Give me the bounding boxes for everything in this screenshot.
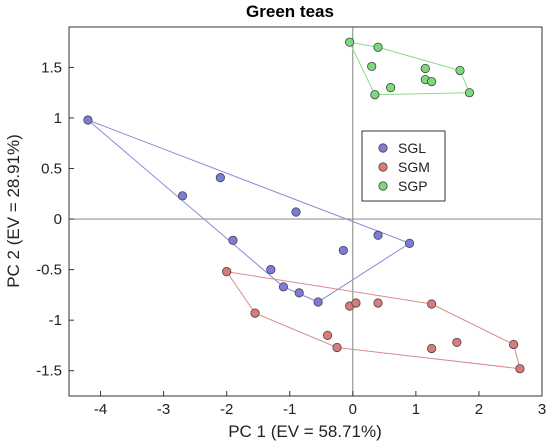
legend-box xyxy=(361,130,446,202)
legend-marker-sgp xyxy=(378,181,388,191)
point-sgm xyxy=(509,339,519,350)
x-tick-label: 2 xyxy=(475,401,483,418)
point-sgl xyxy=(228,235,238,245)
point-sgp xyxy=(420,63,430,74)
point-sgl xyxy=(215,173,225,183)
point-sgp xyxy=(386,83,396,93)
point-sgm xyxy=(250,308,260,318)
legend: SGL SGM SGP xyxy=(361,130,446,202)
point-sgm xyxy=(452,337,462,348)
point-sgp xyxy=(345,37,355,47)
point-sgm xyxy=(427,343,437,354)
x-axis-ticks: -4 -3 -2 -1 0 1 2 3 xyxy=(94,391,546,418)
point-sgl xyxy=(278,282,289,292)
y-tick-label: -1 xyxy=(49,312,62,329)
legend-label-sgp: SGP xyxy=(398,178,428,194)
y-tick-label: -1.5 xyxy=(36,363,62,380)
x-tick-label: -2 xyxy=(220,401,233,418)
legend-label-sgm: SGM xyxy=(398,159,430,175)
point-sgl xyxy=(373,230,383,240)
hull-sgp xyxy=(348,41,471,96)
point-sgp xyxy=(370,90,380,100)
point-sgm xyxy=(427,299,437,309)
data-points xyxy=(83,37,525,374)
point-sgl xyxy=(177,191,188,201)
legend-marker-sgl xyxy=(378,143,388,153)
point-sgm xyxy=(332,342,342,353)
point-sgl xyxy=(338,245,348,256)
point-sgp xyxy=(455,65,465,76)
point-sgp xyxy=(367,61,377,72)
y-tick-label: 0 xyxy=(54,211,62,228)
x-tick-label: 3 xyxy=(538,401,546,418)
y-tick-label: 1.5 xyxy=(41,59,62,76)
x-tick-label: 1 xyxy=(412,401,420,418)
x-tick-label: -1 xyxy=(283,401,296,418)
y-axis-label: PC 2 (EV = 28.91%) xyxy=(4,134,23,288)
point-sgl xyxy=(266,265,276,275)
y-tick-label: -0.5 xyxy=(36,262,62,279)
x-axis-label: PC 1 (EV = 58.71%) xyxy=(228,422,382,441)
point-sgl xyxy=(291,207,301,217)
point-sgl xyxy=(313,297,323,307)
y-tick-label: 1 xyxy=(54,110,62,127)
plot-area xyxy=(68,26,543,397)
point-sgm xyxy=(351,298,361,308)
point-sgm xyxy=(222,267,232,277)
point-sgp xyxy=(427,76,437,87)
reference-lines xyxy=(69,27,542,396)
point-sgp xyxy=(464,88,475,98)
point-sgl xyxy=(83,115,93,125)
point-sgp xyxy=(373,42,383,52)
point-sgl xyxy=(404,238,415,248)
legend-marker-sgm xyxy=(378,162,388,172)
point-sgm xyxy=(322,330,333,340)
point-sgl xyxy=(294,288,304,298)
point-sgm xyxy=(373,298,383,308)
chart-title: Green teas xyxy=(246,2,334,21)
y-tick-label: 0.5 xyxy=(41,161,62,178)
x-tick-label: -3 xyxy=(157,401,170,418)
legend-label-sgl: SGL xyxy=(398,140,426,156)
y-axis-ticks: -1.5 -1 -0.5 0 0.5 1 1.5 xyxy=(36,59,74,380)
x-tick-label: 0 xyxy=(349,401,357,418)
x-tick-label: -4 xyxy=(94,401,107,418)
point-sgm xyxy=(515,364,525,374)
